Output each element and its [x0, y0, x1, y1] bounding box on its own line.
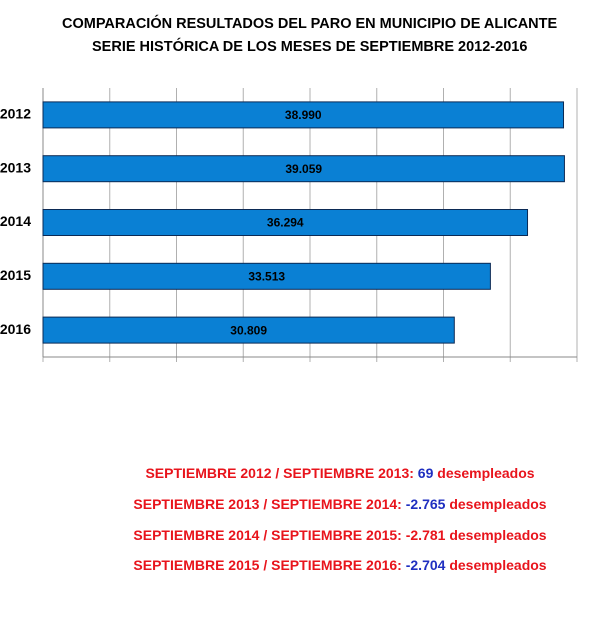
note-value: 69 — [418, 465, 434, 481]
note-unit: desempleados — [449, 496, 546, 512]
note: SEPTIEMBRE 2014 / SEPTIEMBRE 2015: -2.78… — [133, 527, 546, 543]
data-label: 33.513 — [248, 269, 285, 283]
note-label: SEPTIEMBRE 2015 / SEPTIEMBRE 2016: — [133, 557, 401, 573]
data-label: 36.294 — [267, 216, 304, 230]
note-label: SEPTIEMBRE 2013 / SEPTIEMBRE 2014: — [133, 496, 401, 512]
note: SEPTIEMBRE 2015 / SEPTIEMBRE 2016: -2.70… — [133, 557, 546, 573]
data-label: 39.059 — [285, 162, 322, 176]
bar — [42, 209, 529, 236]
chart-subtitle: SERIE HISTÓRICA DE LOS MESES DE SEPTIEMB… — [92, 37, 527, 55]
note: SEPTIEMBRE 2013 / SEPTIEMBRE 2014: -2.76… — [133, 496, 546, 512]
bar — [42, 262, 491, 290]
note-unit: desempleados — [449, 527, 546, 543]
y-tick-label: 2016 — [0, 321, 31, 337]
note-value: -2.781 — [406, 527, 446, 543]
note: SEPTIEMBRE 2012 / SEPTIEMBRE 2013: 69 de… — [145, 465, 534, 481]
bar — [42, 155, 565, 183]
note-label: SEPTIEMBRE 2014 / SEPTIEMBRE 2015: — [133, 527, 401, 543]
note-value: -2.704 — [406, 557, 446, 573]
note-unit: desempleados — [437, 465, 534, 481]
note-value: -2.765 — [406, 496, 446, 512]
data-label: 30.809 — [230, 323, 267, 337]
note-unit: desempleados — [449, 557, 546, 573]
note-label: SEPTIEMBRE 2012 / SEPTIEMBRE 2013: — [145, 465, 413, 481]
y-tick-label: 2012 — [0, 106, 31, 122]
bar — [42, 316, 455, 344]
data-label: 38.990 — [285, 108, 322, 122]
y-tick-label: 2014 — [0, 213, 31, 229]
chart-title: COMPARACIÓN RESULTADOS DEL PARO EN MUNIC… — [62, 14, 557, 32]
bar — [42, 101, 565, 129]
y-tick-label: 2015 — [0, 267, 31, 283]
y-tick-label: 2013 — [0, 159, 31, 175]
